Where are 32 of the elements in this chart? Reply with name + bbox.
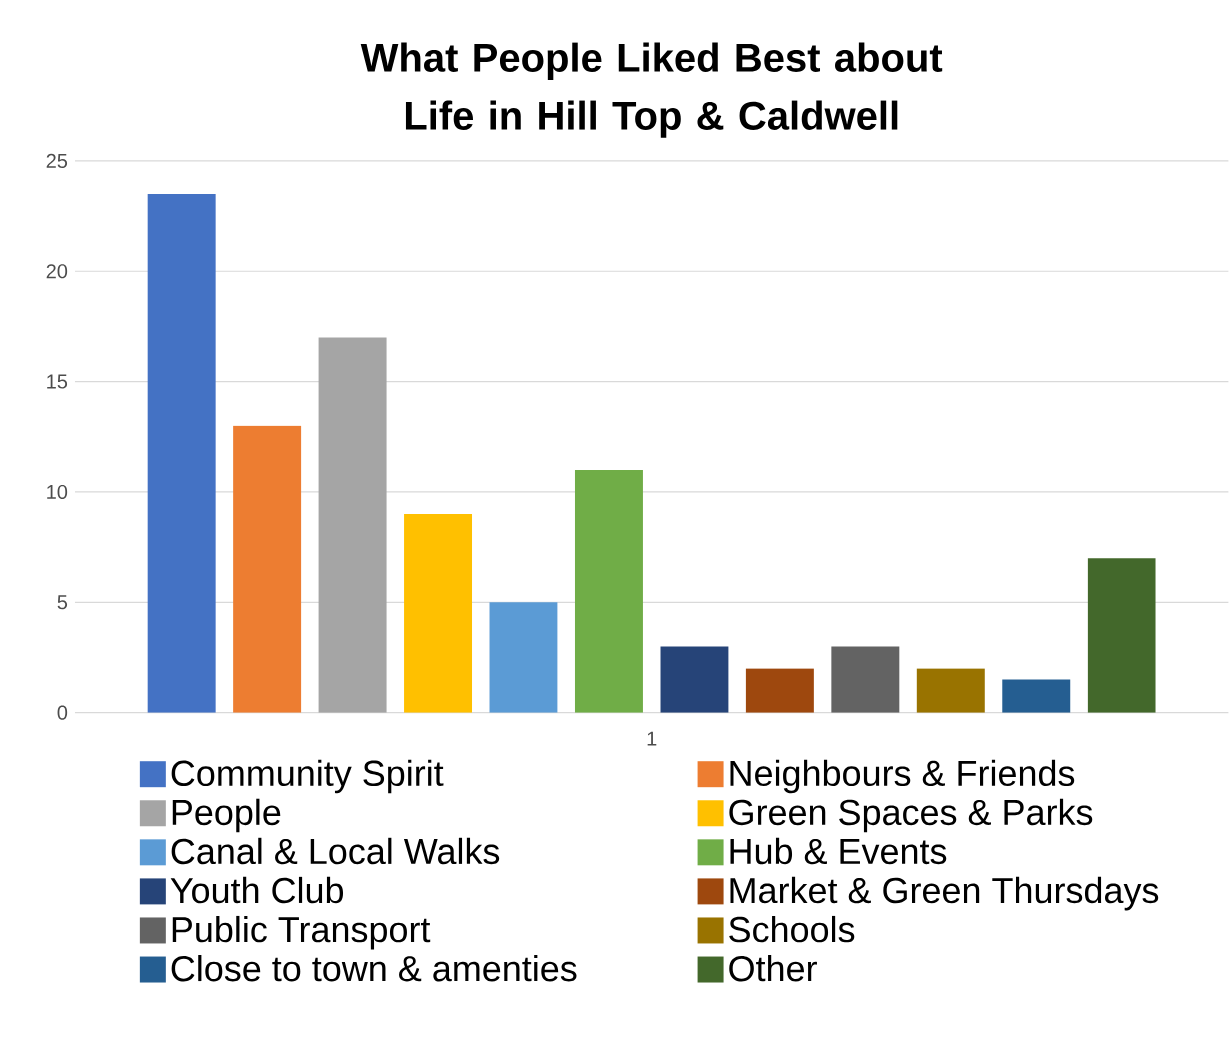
bar (147, 193, 216, 713)
legend-label: Community Spirit (171, 759, 444, 793)
bar (489, 602, 558, 713)
y-tick-label: 15 (47, 374, 68, 389)
bar (404, 513, 473, 713)
legend-label: Youth Club (170, 876, 344, 904)
legend-label: Schools (729, 915, 855, 943)
legend-label: Close to town & amenties (171, 954, 577, 982)
legend-label: Canal & Local Walks (171, 837, 500, 864)
legend-label: Market & Green Thursdays (730, 876, 1159, 911)
bar (574, 469, 643, 713)
x-tick-label: 1 (647, 731, 657, 746)
y-tick-label: 25 (46, 153, 68, 168)
legend-label: Public Transport (172, 915, 431, 950)
legend-label: Green Spaces & Parks (729, 798, 1093, 833)
bar (318, 337, 387, 713)
legend-label: Other (729, 954, 817, 982)
y-tick-label: 10 (47, 484, 68, 499)
bar (1002, 679, 1071, 713)
bar (1087, 557, 1156, 713)
chart-title: What People Liked Best about Life in Hill Top & Caldwell (360, 42, 943, 138)
legend-label: Hub & Events (730, 837, 947, 864)
legend-label: Neighbours & Friends (730, 759, 1075, 793)
y-tick-label: 5 (57, 595, 68, 610)
bar (916, 668, 985, 713)
bar (233, 425, 302, 713)
legend-label: People (172, 798, 281, 833)
bar (831, 646, 900, 713)
y-tick-label: 20 (46, 263, 68, 279)
bar (745, 668, 814, 713)
bar (660, 646, 729, 713)
y-tick-label: 0 (57, 705, 68, 720)
